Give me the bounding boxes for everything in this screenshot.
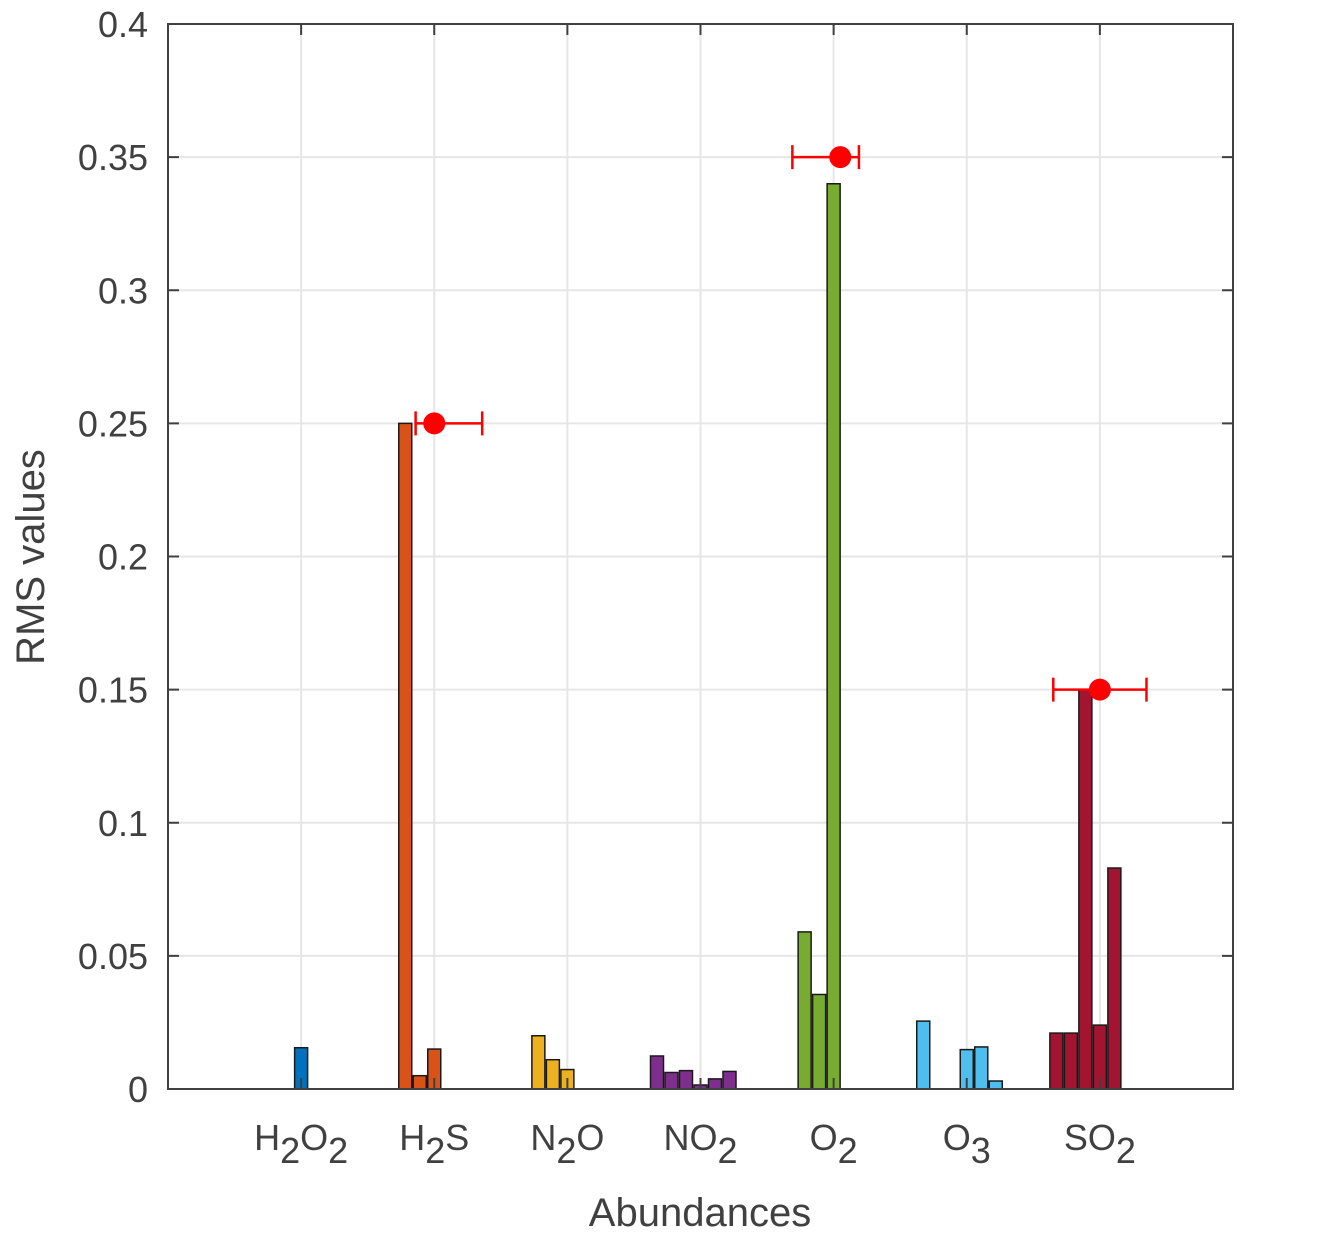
x-tick-label-text: N xyxy=(530,1117,556,1158)
axes xyxy=(167,23,1234,1090)
y-tick-label: 0.25 xyxy=(78,403,148,444)
y-tick-label: 0.05 xyxy=(78,936,148,977)
bar xyxy=(649,1055,665,1090)
x-tick-label-text: SO xyxy=(1064,1117,1116,1158)
bar xyxy=(545,1058,561,1090)
x-tick-label: N2O xyxy=(530,1117,604,1171)
rms-marker xyxy=(423,412,446,435)
rms-markers xyxy=(414,145,1148,702)
x-tick-label-subscript: 2 xyxy=(717,1130,737,1171)
bar xyxy=(826,183,841,1090)
x-tick-label: H2S xyxy=(399,1117,469,1171)
x-tick-label-subscript: 3 xyxy=(971,1130,991,1171)
x-tick-label-text: H xyxy=(254,1117,280,1158)
x-tick-label-text: S xyxy=(445,1117,469,1158)
x-tick-label-text: H xyxy=(399,1117,425,1158)
x-tick-label-text: NO xyxy=(663,1117,717,1158)
x-axis-title: Abundances xyxy=(589,1191,811,1235)
y-tick-label: 0.1 xyxy=(98,803,148,844)
y-axis-title: RMS values xyxy=(9,449,53,665)
bar xyxy=(398,422,413,1090)
bar xyxy=(1107,867,1122,1090)
bar xyxy=(1078,688,1093,1090)
x-tick-label-subscript: 2 xyxy=(838,1130,858,1171)
bar xyxy=(678,1069,694,1090)
y-tick-label: 0.15 xyxy=(78,670,148,711)
x-tick-label-subscript: 2 xyxy=(328,1130,348,1171)
y-tick-label: 0.35 xyxy=(78,137,148,178)
bar xyxy=(531,1035,546,1090)
x-tick-label-text: O xyxy=(810,1117,838,1158)
bar xyxy=(412,1074,427,1090)
y-tick-label: 0.2 xyxy=(98,537,148,578)
x-tick-label-text: O xyxy=(300,1117,328,1158)
bar xyxy=(974,1046,989,1090)
bars xyxy=(293,183,1122,1090)
x-tick-label-subscript: 2 xyxy=(1116,1130,1136,1171)
rms-marker xyxy=(829,146,852,169)
bar xyxy=(811,993,827,1090)
y-tick-label: 0 xyxy=(128,1069,148,1110)
y-tick-label: 0.3 xyxy=(98,270,148,311)
x-tick-label: O3 xyxy=(943,1117,991,1171)
x-tick-label-subscript: 2 xyxy=(280,1130,300,1171)
x-tick-label-subscript: 2 xyxy=(556,1130,576,1171)
y-tick-label: 0.4 xyxy=(98,4,148,45)
axes-box xyxy=(167,23,1234,1090)
bar xyxy=(988,1080,1003,1090)
rms-marker xyxy=(1088,678,1111,701)
x-tick-label: NO2 xyxy=(663,1117,737,1171)
x-tick-label-text: O xyxy=(943,1117,971,1158)
bar xyxy=(664,1071,679,1090)
x-tick-label: SO2 xyxy=(1064,1117,1136,1171)
bar xyxy=(1049,1032,1064,1090)
x-tick-label-subscript: 2 xyxy=(425,1130,445,1171)
bar xyxy=(916,1020,931,1090)
bar xyxy=(707,1078,723,1090)
x-tick-label: H2O2 xyxy=(254,1117,348,1171)
x-tick-label: O2 xyxy=(810,1117,858,1171)
bar xyxy=(1063,1032,1079,1090)
bar xyxy=(797,931,812,1090)
grid xyxy=(168,23,1233,1090)
x-tick-label-text: O xyxy=(576,1117,604,1158)
bar xyxy=(722,1070,737,1090)
